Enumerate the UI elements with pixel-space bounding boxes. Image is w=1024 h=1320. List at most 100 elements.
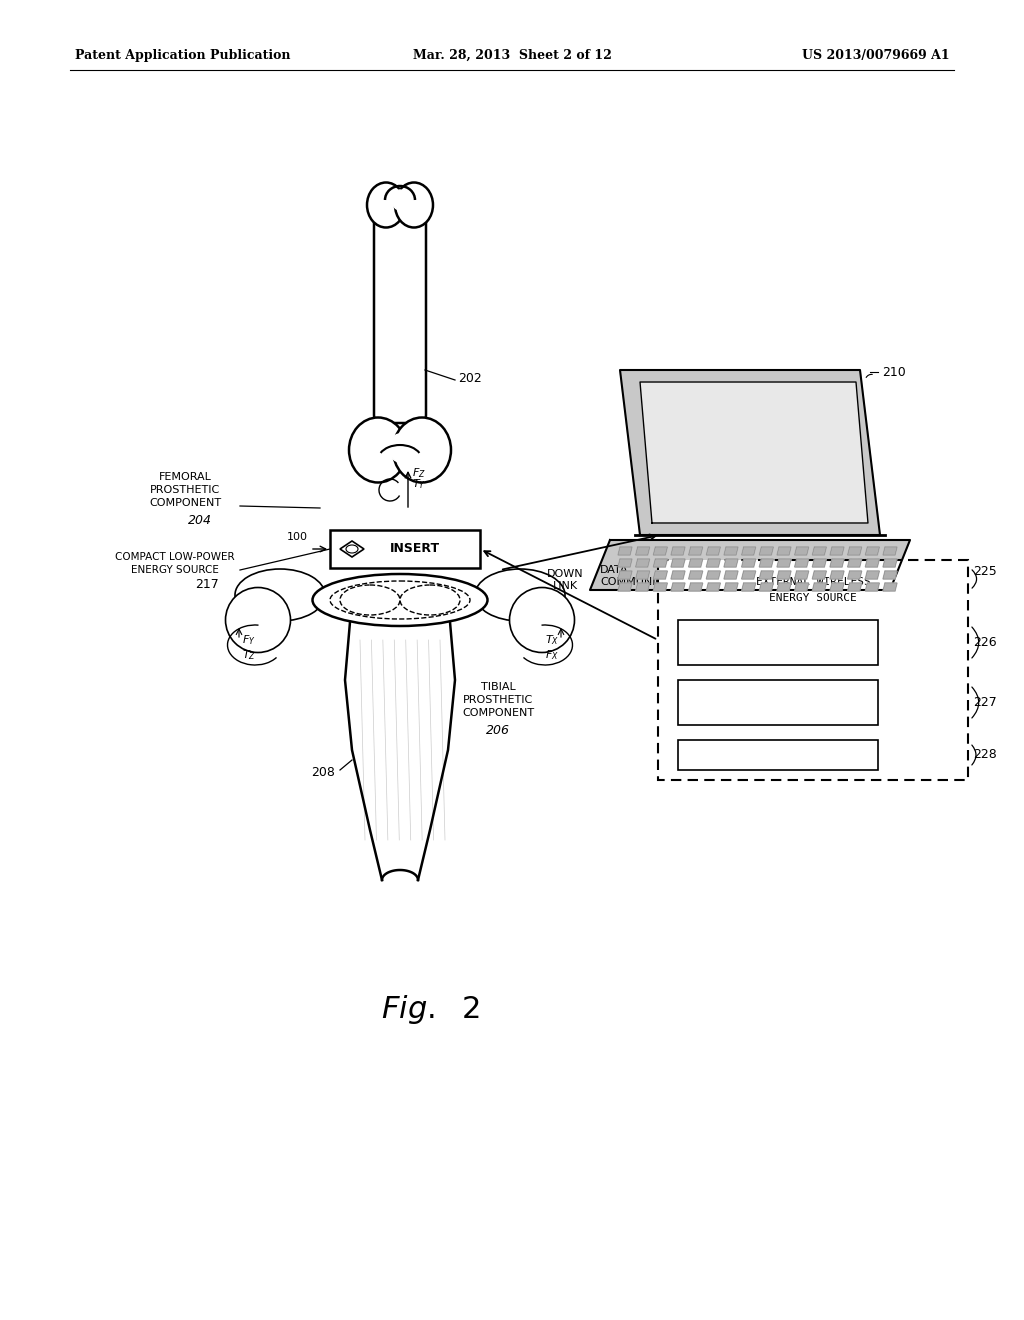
Polygon shape — [671, 558, 685, 568]
Ellipse shape — [349, 417, 407, 483]
Text: FEMORAL
PROSTHETIC
COMPONENT: FEMORAL PROSTHETIC COMPONENT — [148, 471, 221, 508]
FancyBboxPatch shape — [678, 741, 878, 770]
Polygon shape — [830, 572, 844, 579]
Polygon shape — [618, 572, 632, 579]
Polygon shape — [653, 583, 668, 591]
Polygon shape — [689, 583, 702, 591]
Text: Mar. 28, 2013  Sheet 2 of 12: Mar. 28, 2013 Sheet 2 of 12 — [413, 49, 611, 62]
Polygon shape — [741, 572, 756, 579]
Text: 202: 202 — [458, 371, 481, 384]
Text: INSERT: INSERT — [390, 543, 440, 556]
Polygon shape — [671, 572, 685, 579]
Polygon shape — [724, 583, 738, 591]
Polygon shape — [741, 546, 756, 554]
Polygon shape — [636, 583, 649, 591]
Polygon shape — [883, 558, 897, 568]
Text: $T_X$: $T_X$ — [545, 634, 559, 647]
Polygon shape — [812, 583, 826, 591]
Text: DOWN
LINK: DOWN LINK — [547, 569, 584, 591]
Polygon shape — [636, 558, 649, 568]
Polygon shape — [812, 546, 826, 554]
Text: 210: 210 — [882, 366, 906, 379]
Polygon shape — [777, 558, 791, 568]
Polygon shape — [741, 583, 756, 591]
Polygon shape — [689, 558, 702, 568]
Polygon shape — [883, 572, 897, 579]
Ellipse shape — [395, 182, 433, 227]
Polygon shape — [724, 546, 738, 554]
FancyBboxPatch shape — [658, 560, 968, 780]
Text: $F_Y$: $F_Y$ — [242, 634, 256, 647]
Polygon shape — [865, 546, 880, 554]
Text: DATA
COMMUNICATION: DATA COMMUNICATION — [600, 565, 697, 586]
Text: COMPACT LOW-POWER: COMPACT LOW-POWER — [115, 552, 234, 562]
Polygon shape — [620, 370, 880, 535]
Text: $T_Y$: $T_Y$ — [412, 477, 426, 491]
Polygon shape — [707, 546, 720, 554]
Polygon shape — [707, 558, 720, 568]
Polygon shape — [689, 546, 702, 554]
Ellipse shape — [392, 190, 408, 210]
Polygon shape — [795, 572, 809, 579]
Polygon shape — [590, 540, 910, 590]
Polygon shape — [777, 546, 791, 554]
Polygon shape — [830, 546, 844, 554]
Text: TIBIAL
PROSTHETIC
COMPONENT: TIBIAL PROSTHETIC COMPONENT — [462, 682, 535, 718]
Polygon shape — [707, 583, 720, 591]
Polygon shape — [653, 546, 668, 554]
Text: DATA INPUT: DATA INPUT — [742, 748, 814, 762]
Polygon shape — [777, 583, 791, 591]
FancyBboxPatch shape — [330, 531, 480, 568]
Text: 208: 208 — [311, 767, 335, 780]
Text: 226: 226 — [973, 636, 996, 649]
Ellipse shape — [510, 587, 574, 652]
Polygon shape — [689, 572, 702, 579]
Polygon shape — [636, 546, 649, 554]
Text: ENERGY SOURCE: ENERGY SOURCE — [131, 565, 219, 576]
Polygon shape — [760, 583, 773, 591]
Text: 217: 217 — [195, 578, 219, 590]
Polygon shape — [883, 546, 897, 554]
Polygon shape — [653, 572, 668, 579]
Text: MODULATION: MODULATION — [742, 690, 814, 704]
Ellipse shape — [234, 569, 325, 620]
Polygon shape — [653, 558, 668, 568]
Polygon shape — [760, 558, 773, 568]
Ellipse shape — [312, 574, 487, 626]
Polygon shape — [865, 558, 880, 568]
Text: 206: 206 — [486, 723, 510, 737]
Polygon shape — [724, 558, 738, 568]
Text: 225: 225 — [973, 565, 996, 578]
Polygon shape — [618, 558, 632, 568]
Polygon shape — [865, 583, 880, 591]
Polygon shape — [795, 583, 809, 591]
Polygon shape — [636, 572, 649, 579]
Polygon shape — [760, 572, 773, 579]
Polygon shape — [812, 572, 826, 579]
Polygon shape — [724, 572, 738, 579]
Ellipse shape — [389, 434, 411, 462]
Polygon shape — [777, 572, 791, 579]
Polygon shape — [795, 546, 809, 554]
Polygon shape — [671, 583, 685, 591]
Text: $F_Z$: $F_Z$ — [412, 466, 426, 480]
Text: 228: 228 — [973, 748, 996, 762]
Polygon shape — [671, 546, 685, 554]
Ellipse shape — [225, 587, 291, 652]
Polygon shape — [848, 583, 861, 591]
Text: 204: 204 — [188, 513, 212, 527]
Ellipse shape — [475, 569, 565, 620]
Text: ENERGY SOURCE: ENERGY SOURCE — [769, 593, 857, 603]
Polygon shape — [865, 572, 880, 579]
Polygon shape — [618, 546, 632, 554]
Ellipse shape — [393, 417, 451, 483]
Polygon shape — [707, 572, 720, 579]
Text: $\mathit{Fig.}$  $\mathit{2}$: $\mathit{Fig.}$ $\mathit{2}$ — [381, 994, 479, 1027]
Polygon shape — [640, 381, 868, 523]
Polygon shape — [812, 558, 826, 568]
FancyBboxPatch shape — [678, 620, 878, 665]
Text: CIRCUIT: CIRCUIT — [753, 704, 803, 717]
Polygon shape — [883, 583, 897, 591]
Text: SUPPLY: SUPPLY — [757, 644, 800, 657]
Text: 100: 100 — [287, 532, 308, 543]
